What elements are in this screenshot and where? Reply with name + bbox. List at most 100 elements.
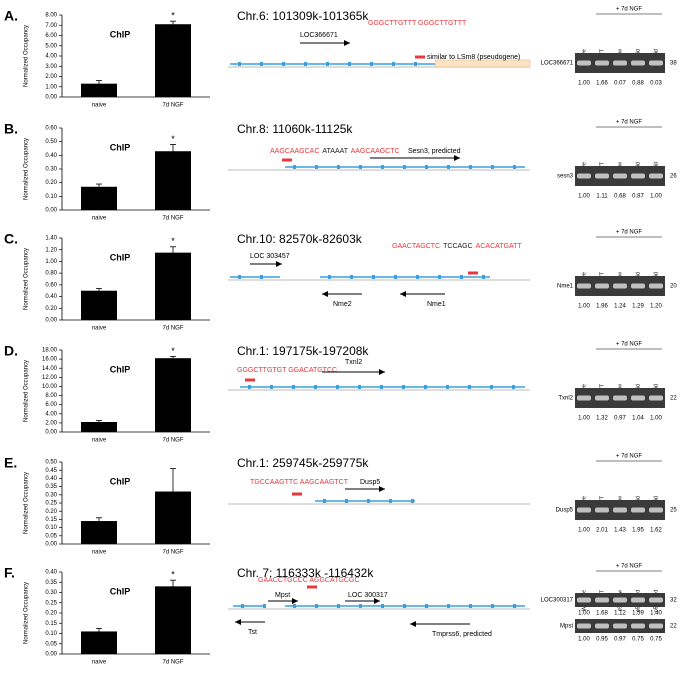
y-tick-label: 0.15: [45, 621, 57, 627]
arrow-head: [344, 40, 350, 46]
y-tick-label: 1.00: [45, 84, 57, 90]
exon: [238, 275, 241, 279]
quantification: 1.96: [596, 304, 608, 310]
exon: [425, 165, 428, 169]
gel-band: [613, 395, 627, 401]
chart-title: ChIP: [110, 586, 131, 596]
quantification: 0.88: [632, 81, 644, 87]
x-tick-label: 7d NGF: [162, 438, 183, 444]
exon: [367, 499, 370, 503]
y-tick-label: 7.00: [45, 23, 57, 29]
locus-title: Chr.8: 11060k-11125k: [237, 122, 353, 136]
y-tick-label: 0.35: [45, 580, 57, 586]
binding-site: [468, 271, 478, 275]
exon: [348, 62, 351, 66]
y-tick-label: 0.60: [45, 126, 57, 132]
quantification: 1.59: [632, 611, 644, 617]
exon: [270, 385, 273, 389]
gel-band: [577, 395, 591, 401]
exon: [238, 62, 241, 66]
gel-header: + 7d NGF: [616, 342, 643, 348]
binding-site: [245, 378, 255, 382]
panel-letter: C.: [4, 231, 18, 247]
exon: [403, 604, 406, 608]
gel-band: [631, 283, 645, 289]
panel-letter: F.: [4, 565, 15, 581]
x-tick-label: 7d NGF: [162, 103, 183, 109]
sequence-part: TGCCAAGTTC AAGCAAGTCT: [250, 479, 349, 486]
quantification: 1.40: [650, 611, 662, 617]
y-tick-label: 12.00: [42, 375, 58, 381]
exon: [447, 604, 450, 608]
quantification: 1.00: [650, 194, 662, 200]
y-tick-label: 1.00: [45, 259, 57, 265]
gel-band: [631, 597, 645, 603]
y-tick-label: 16.00: [42, 357, 58, 363]
y-axis-label: Normalized Occupancy: [24, 582, 30, 644]
gene-label: LOC366671: [300, 32, 338, 39]
exon: [438, 275, 441, 279]
y-tick-label: 0.20: [45, 180, 57, 186]
locus-title: Chr.1: 259745k-259775k: [237, 456, 369, 470]
sequence-part: TCCAGC: [443, 243, 473, 250]
gel-gene-label: Txnl2: [558, 396, 573, 402]
exon: [403, 165, 406, 169]
arrow-head: [235, 619, 241, 625]
exon: [345, 499, 348, 503]
lane-label: WT: [599, 271, 605, 280]
gel-band: [649, 507, 663, 513]
y-tick-label: 1.40: [45, 236, 57, 242]
y-tick-label: 0.00: [45, 208, 57, 214]
exon: [512, 385, 515, 389]
arrow-head: [400, 291, 406, 297]
quantification: 1.29: [632, 304, 644, 310]
exon: [314, 385, 317, 389]
exon: [263, 604, 266, 608]
y-axis-label: Normalized Occupancy: [24, 360, 30, 422]
y-tick-label: 0.00: [45, 318, 57, 324]
quantification: 0.75: [650, 637, 662, 643]
quantification: 1.00: [578, 528, 590, 534]
significance: *: [171, 134, 175, 144]
gel-header: + 7d NGF: [616, 120, 643, 126]
sequence-part: AAGCAAGCAC: [270, 148, 319, 155]
arrow-head: [292, 598, 298, 604]
x-tick-label: 7d NGF: [162, 216, 183, 222]
y-tick-label: 6.00: [45, 33, 57, 39]
gel-band: [649, 173, 663, 179]
quantification: 1.43: [614, 528, 626, 534]
exon: [359, 604, 362, 608]
bar: [155, 252, 191, 320]
quantification: 1.04: [632, 416, 644, 422]
bar: [155, 586, 191, 654]
pseudogene: [434, 59, 531, 68]
exon: [468, 385, 471, 389]
bar: [81, 186, 117, 210]
gel-band: [649, 597, 663, 603]
y-axis-label: Normalized Occupancy: [24, 248, 30, 310]
quantification: 1.12: [614, 611, 626, 617]
quantification: 1.00: [650, 416, 662, 422]
y-tick-label: 0.40: [45, 153, 57, 159]
y-tick-label: 4.00: [45, 54, 57, 60]
exon: [380, 385, 383, 389]
exon: [323, 499, 326, 503]
quantification: 1.00: [578, 611, 590, 617]
exon: [381, 165, 384, 169]
gel-band: [577, 507, 591, 513]
quantification: 1.00: [578, 304, 590, 310]
exon: [392, 62, 395, 66]
locus-title: Chr.1: 197175k-197208k: [237, 344, 369, 358]
gene-label: Txnl2: [345, 359, 362, 366]
quantification: 0.95: [596, 637, 608, 643]
quantification: 0.07: [614, 81, 626, 87]
gel-gene-label: LOC300317: [541, 598, 574, 604]
exon: [416, 275, 419, 279]
significance: *: [171, 236, 175, 246]
chart-title: ChIP: [110, 364, 131, 374]
exon: [402, 385, 405, 389]
quantification: 1.66: [596, 81, 608, 87]
gel-band: [595, 395, 609, 401]
quantification: 0.03: [650, 81, 662, 87]
y-tick-label: 0.00: [45, 95, 57, 101]
